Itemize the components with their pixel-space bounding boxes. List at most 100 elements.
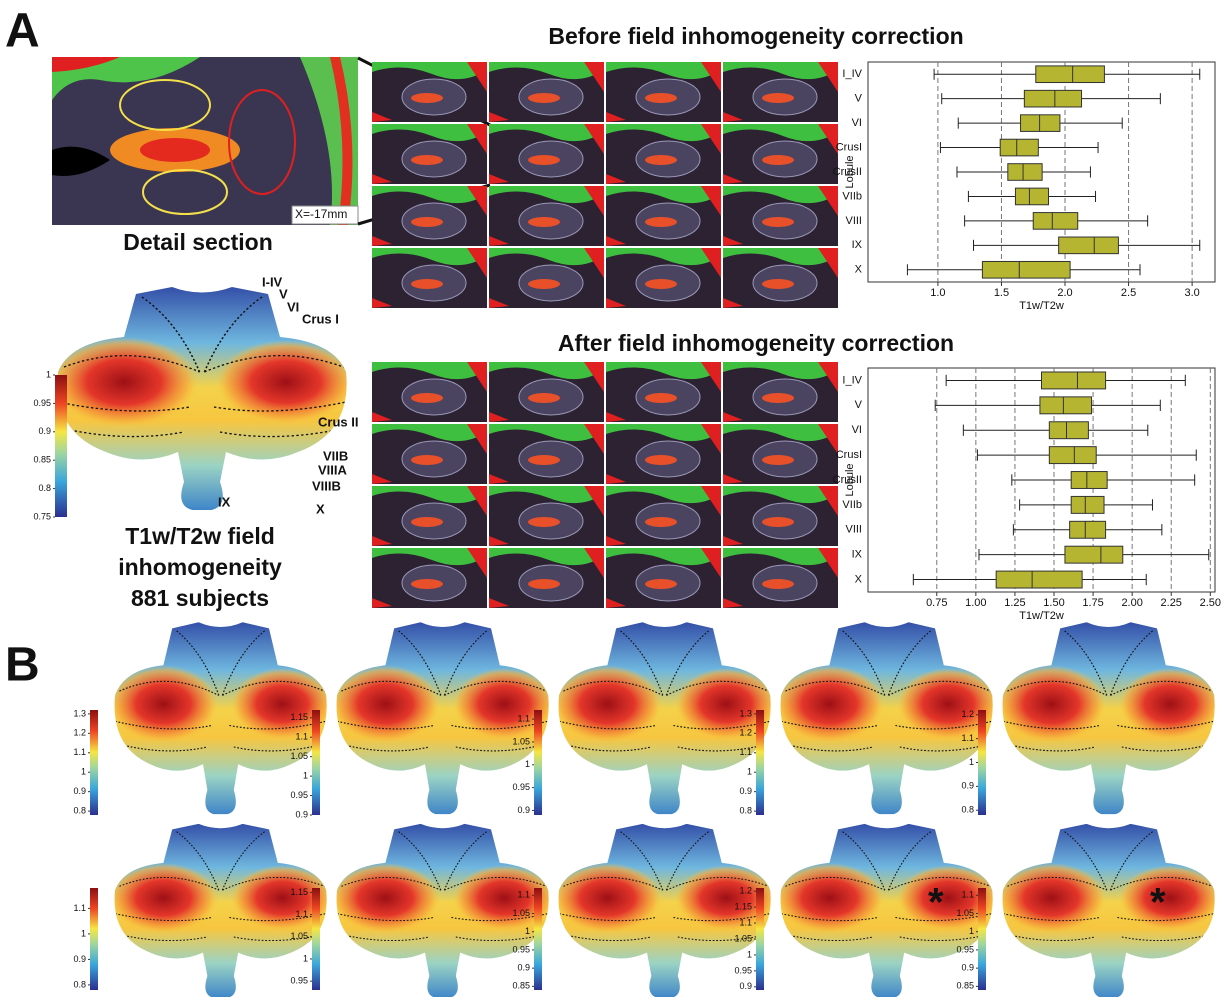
y-tick-label: V: [855, 399, 863, 411]
box: [1049, 422, 1088, 439]
colorbar-tick-label: 0.85: [512, 981, 530, 991]
colorbar-tick-label: 1.1: [961, 890, 974, 900]
colorbar-tick-label: 0.8: [38, 483, 51, 493]
x-tick-label: 0.75: [926, 597, 947, 609]
y-tick-label: VI: [852, 117, 862, 129]
x-tick-label: 2.50: [1200, 597, 1221, 609]
colorbar-tick-label: 0.95: [512, 782, 530, 792]
x-tick-label: 2.0: [1057, 287, 1072, 299]
y-tick-label: VI: [852, 424, 862, 436]
slice-image: [606, 486, 721, 546]
colorbar-gradient: [55, 375, 67, 517]
colorbar-gradient: [312, 710, 320, 815]
slice-image: [372, 548, 487, 608]
box: [1059, 237, 1119, 254]
lobule-label: IX: [218, 494, 231, 509]
colorbar-tick-label: 1: [46, 369, 51, 379]
x-tick-label: 1.50: [1043, 597, 1064, 609]
box: [1033, 213, 1077, 230]
x-tick-label: 2.00: [1121, 597, 1142, 609]
colorbar-tick-label: 0.95: [33, 398, 51, 408]
box: [982, 261, 1070, 278]
colorbar: 0.750.80.850.90.951: [33, 369, 67, 521]
colorbar-tick-label: 1.1: [961, 733, 974, 743]
colorbar-gradient: [90, 888, 98, 990]
chart-title: Before field inhomogeneity correction: [548, 23, 963, 49]
colorbar-tick-label: 1.2: [739, 886, 752, 896]
y-tick-label: V: [855, 93, 863, 105]
colorbar-tick-label: 0.95: [512, 944, 530, 954]
slice-image: [372, 248, 487, 308]
colorbar-tick-label: 1.15: [290, 887, 308, 897]
colorbar-tick-label: 1: [747, 949, 752, 959]
colorbar-tick-label: 0.8: [961, 805, 974, 815]
lobule-label: X: [316, 501, 325, 516]
colorbar-tick-label: 1.2: [961, 709, 974, 719]
caption-line: 881 subjects: [131, 585, 269, 611]
colorbar-tick-label: 1.3: [739, 708, 752, 718]
colorbar-tick-label: 1.05: [290, 751, 308, 761]
colorbar-tick-label: 0.9: [961, 963, 974, 973]
slice-image: [372, 62, 487, 122]
slice-image: [723, 62, 838, 122]
x-tick-label: 3.0: [1184, 287, 1199, 299]
box: [1071, 472, 1107, 489]
box: [1036, 66, 1105, 83]
lobule-label: Crus II: [318, 414, 358, 429]
colorbar-tick-label: 1.05: [512, 908, 530, 918]
colorbar-tick-label: 0.95: [734, 965, 752, 975]
slice-image: [606, 124, 721, 184]
box: [1071, 496, 1104, 513]
y-tick-label: I_IV: [842, 374, 862, 386]
colorbar-tick-label: 1.05: [734, 933, 752, 943]
colorbar-tick-label: 0.95: [956, 944, 974, 954]
colorbar-tick-label: 1.1: [295, 909, 308, 919]
slice-image: [489, 362, 604, 422]
slice-image: [372, 486, 487, 546]
x-tick-label: 1.5: [994, 287, 1009, 299]
colorbar-gradient: [978, 888, 986, 990]
flatmap-panel: 0.80.911.11.21.3: [739, 622, 999, 815]
colorbar-tick-label: 1: [747, 767, 752, 777]
x-axis-label: T1w/T2w: [1019, 300, 1064, 312]
colorbar-tick-label: 1: [303, 953, 308, 963]
box: [1021, 115, 1060, 132]
slice-image: [372, 124, 487, 184]
chart-title: After field inhomogeneity correction: [558, 330, 954, 356]
y-tick-label: CrusI: [836, 449, 862, 461]
colorbar-gradient: [978, 710, 986, 815]
colorbar-tick-label: 1: [525, 926, 530, 936]
lobule-label: VI: [287, 299, 299, 314]
colorbar-tick-label: 1.2: [73, 728, 86, 738]
colorbar-tick-label: 1.1: [517, 714, 530, 724]
slice-image: [606, 248, 721, 308]
slice-image: [606, 62, 721, 122]
slice-image: [723, 424, 838, 484]
x-tick-label: 1.00: [965, 597, 986, 609]
slice-image: [723, 548, 838, 608]
y-tick-label: VIII: [845, 524, 862, 536]
annotation-marker: *: [928, 881, 944, 925]
y-tick-label: X: [855, 573, 863, 585]
lobule-label: VIIIA: [318, 462, 348, 477]
box: [1040, 397, 1092, 414]
panel-label: B: [5, 639, 40, 692]
slice-image: [489, 548, 604, 608]
y-tick-label: VIII: [845, 215, 862, 227]
colorbar-tick-label: 0.9: [38, 426, 51, 436]
colorbar-gradient: [756, 888, 764, 990]
colorbar-tick-label: 1.05: [956, 908, 974, 918]
x-tick-label: 1.0: [930, 287, 945, 299]
y-tick-label: I_IV: [842, 68, 862, 80]
colorbar-tick-label: 1.1: [739, 917, 752, 927]
y-tick-label: VIIb: [842, 499, 862, 511]
x-tick-label: 1.75: [1082, 597, 1103, 609]
panel-label: A: [5, 5, 40, 58]
colorbar-tick-label: 1.15: [734, 902, 752, 912]
slice-image: [723, 486, 838, 546]
y-tick-label: VIIb: [842, 190, 862, 202]
y-tick-label: CrusII: [833, 474, 862, 486]
y-tick-label: CrusII: [833, 166, 862, 178]
